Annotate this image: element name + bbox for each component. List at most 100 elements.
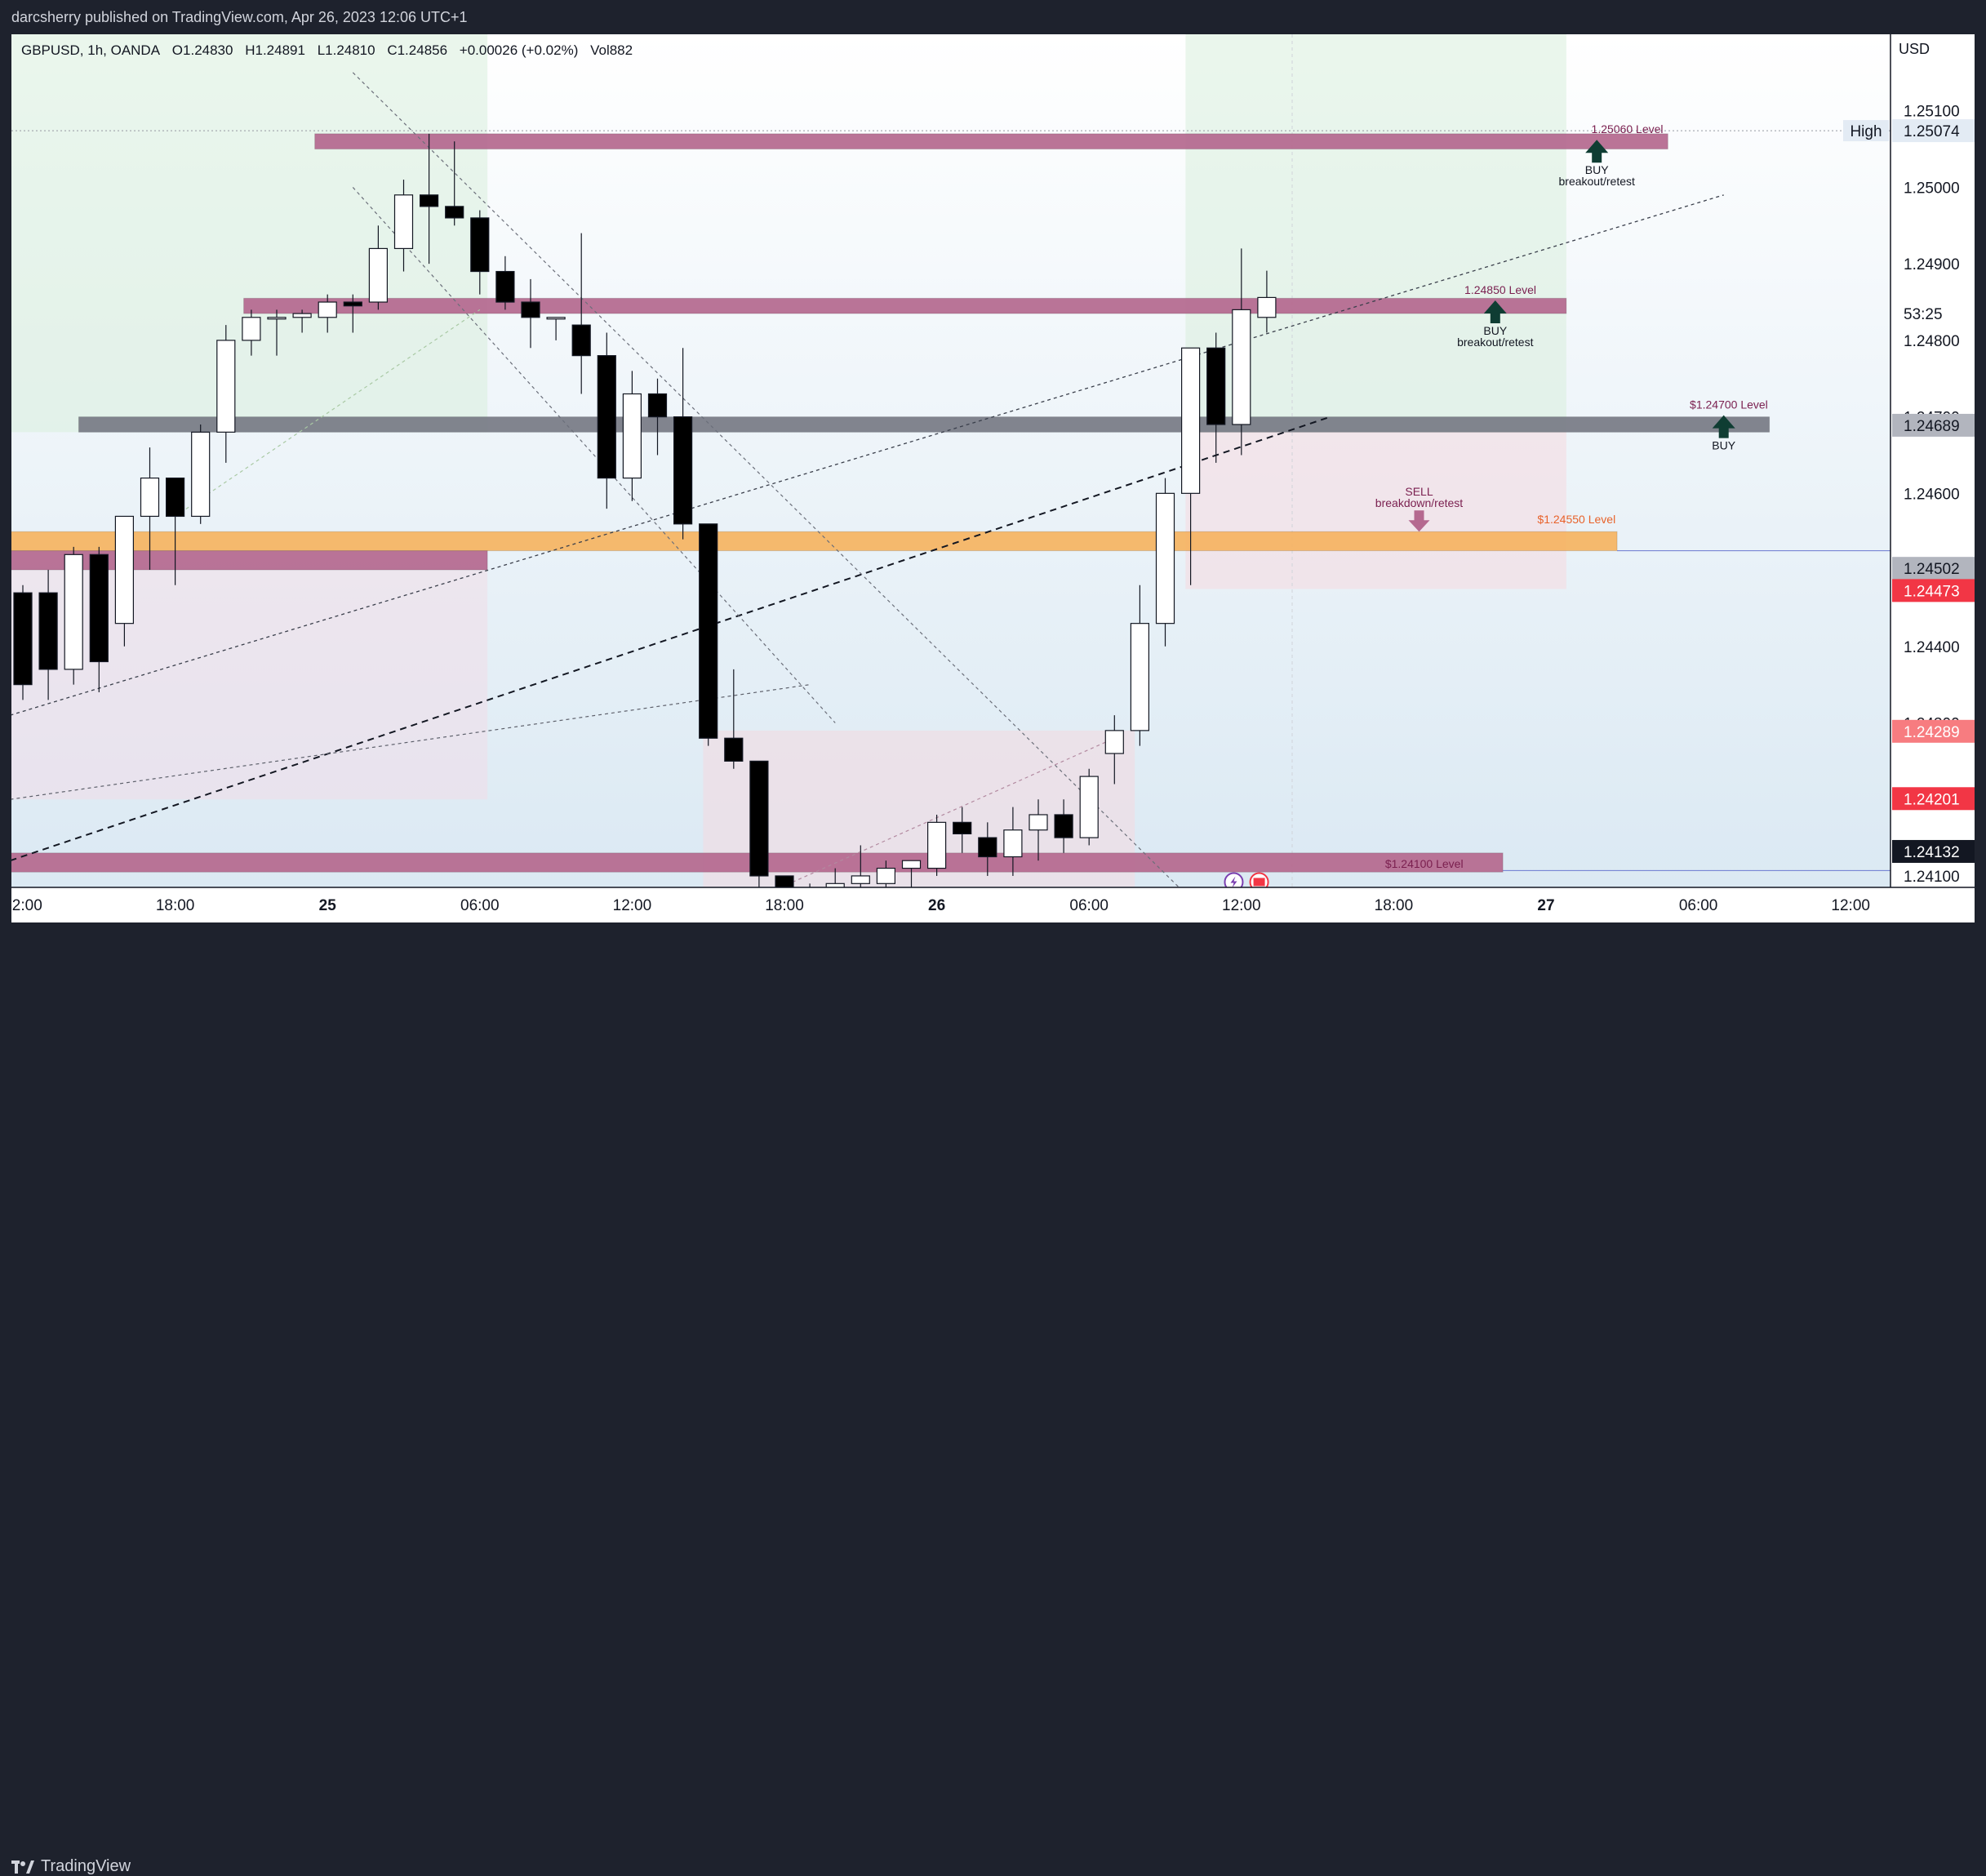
x-tick-label: 18:00 — [156, 897, 195, 914]
candle-body — [901, 860, 922, 869]
trendline-green — [175, 309, 481, 517]
candle-body — [420, 194, 439, 207]
countdown-label: 53:25 — [1904, 306, 1943, 323]
candle-body — [166, 477, 185, 518]
candle-body — [851, 875, 870, 884]
x-tick-label: 27 — [1537, 897, 1554, 914]
candle-body — [546, 317, 566, 320]
level-label: $1.24100 Level — [1385, 857, 1464, 870]
x-tick-label: 18:00 — [765, 897, 804, 914]
candle-body — [1232, 309, 1251, 425]
signal-label: BUY — [1483, 324, 1507, 337]
x-tick-label: 12:00 — [1831, 897, 1870, 914]
level-label: $1.24550 Level — [1537, 513, 1615, 526]
candle-body — [953, 821, 972, 834]
time-axis — [11, 887, 1975, 922]
candle-body — [724, 737, 744, 762]
price-tag-label: 1.24289 — [1904, 724, 1960, 741]
legend-high: H1.24891 — [245, 42, 305, 58]
candle-body — [1104, 730, 1124, 754]
x-tick-label: 06:00 — [1679, 897, 1718, 914]
tradingview-logo-icon — [11, 1860, 34, 1874]
signal-label: SELL — [1405, 485, 1433, 498]
candle-body — [876, 867, 896, 884]
y-tick-label: 1.24600 — [1904, 486, 1960, 503]
buy-arrow-icon — [1585, 140, 1609, 163]
candle-body — [114, 515, 135, 625]
x-tick-label: 06:00 — [460, 897, 500, 914]
resistance-zone-125060 — [314, 133, 1668, 150]
candle-body — [1206, 347, 1226, 425]
trendline-descending-1 — [352, 72, 1192, 900]
y-tick-label: 1.25000 — [1904, 180, 1960, 197]
x-tick-label: 26 — [928, 897, 945, 914]
candle-body — [1029, 814, 1048, 831]
price-tag — [1892, 119, 1975, 143]
candle-body — [445, 206, 464, 219]
price-tag-label: 1.24132 — [1904, 844, 1960, 861]
candle-body — [89, 553, 109, 663]
legend-symbol[interactable]: GBPUSD, 1h, OANDA — [21, 42, 161, 58]
legend-low: L1.24810 — [317, 42, 375, 58]
pivot-zone-124700 — [78, 416, 1771, 433]
y-tick-label: 1.24900 — [1904, 256, 1960, 273]
candle-body — [647, 393, 668, 418]
candle-body — [1079, 776, 1099, 838]
price-tag-label: 1.24689 — [1904, 418, 1960, 435]
signal-sub-label: breakdown/retest — [1375, 496, 1464, 509]
high-tag-label: High — [1850, 123, 1882, 140]
us-flag-glyph-icon — [1253, 878, 1265, 887]
legend-open: O1.24830 — [171, 42, 233, 58]
y-tick-label: 1.25100 — [1904, 104, 1960, 121]
x-tick-label: 18:00 — [1375, 897, 1414, 914]
level-label: $1.24700 Level — [1690, 398, 1768, 411]
legend-volume: Vol882 — [590, 42, 633, 58]
price-tag — [1892, 579, 1975, 602]
chart-frame[interactable]: BUY breakout/retest BUY breakout/retest BUY S… — [11, 34, 1975, 922]
signal-label: BUY — [1712, 439, 1735, 452]
signal-sub-label: breakout/retest — [1457, 336, 1533, 349]
price-tag — [1892, 839, 1975, 863]
trendline-descending-2 — [352, 187, 836, 723]
x-tick-label: 25 — [319, 897, 337, 914]
candle-body — [1130, 623, 1150, 731]
candle-body — [1180, 347, 1201, 494]
buy-session-box — [11, 34, 488, 433]
currency-label: USD — [1899, 41, 1930, 57]
y-tick-label: 1.24400 — [1904, 639, 1960, 656]
candle-body — [1155, 492, 1175, 625]
candle-body — [926, 821, 947, 869]
top-bar: darcsherry published on TradingView.com,… — [0, 0, 1986, 34]
candle-body — [318, 301, 337, 318]
candlestick-chart[interactable]: BUYbreakout/retestBUYbreakout/retestBUYS… — [11, 34, 1975, 922]
lightning-glyph-icon — [1230, 876, 1237, 888]
candle-body — [393, 194, 414, 250]
trendline-lower — [11, 684, 811, 800]
price-tag — [1892, 719, 1975, 743]
candle-body — [597, 355, 616, 479]
level-label: 1.25060 Level — [1592, 122, 1664, 136]
candle-body — [13, 592, 33, 686]
candle-body — [292, 313, 312, 318]
publisher-line: darcsherry published on TradingView.com,… — [11, 9, 468, 25]
candle-body — [749, 760, 769, 877]
candle-body — [267, 317, 287, 320]
price-tag — [1892, 557, 1975, 580]
price-axis — [1890, 34, 1975, 922]
candle-body — [470, 217, 490, 273]
sell-arrow-icon — [1408, 510, 1430, 532]
price-tag-label: 1.24201 — [1904, 791, 1960, 808]
x-tick-label: 12:00 — [11, 897, 42, 914]
candle-body — [343, 301, 362, 307]
candle-body — [571, 324, 591, 357]
price-tag — [1892, 413, 1975, 437]
price-tag-label: 1.25074 — [1904, 123, 1960, 140]
buy-arrow-icon — [1712, 415, 1735, 438]
symbol-legend: GBPUSD, 1h, OANDA O1.24830 H1.24891 L1.2… — [21, 42, 641, 59]
x-tick-label: 12:00 — [613, 897, 652, 914]
tradingview-brand[interactable]: TradingView — [11, 1857, 131, 1876]
y-tick-label: 1.24100 — [1904, 869, 1960, 886]
candle-body — [1054, 814, 1073, 838]
price-tag — [1892, 787, 1975, 811]
price-tag-label: 1.24502 — [1904, 561, 1960, 578]
